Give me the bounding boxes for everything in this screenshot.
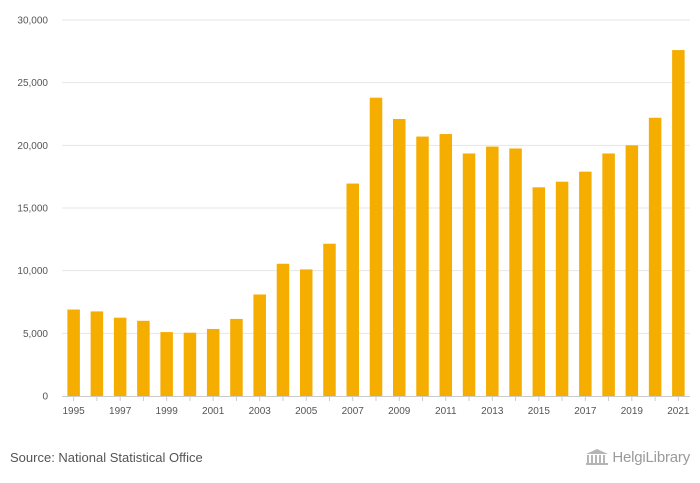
bar <box>299 269 313 396</box>
bar <box>90 311 104 396</box>
y-tick-label: 30,000 <box>17 16 48 27</box>
x-tick-label: 2015 <box>528 406 551 417</box>
bar <box>393 119 406 396</box>
bar <box>486 146 499 396</box>
x-tick-label: 2001 <box>202 406 225 417</box>
bar <box>369 97 383 396</box>
x-tick-label: 2011 <box>435 406 457 417</box>
bar <box>253 294 266 396</box>
x-tick-label: 1995 <box>63 406 86 417</box>
x-tick-label: 2005 <box>295 406 318 417</box>
bar <box>462 153 476 396</box>
y-tick-label: 25,000 <box>17 78 48 89</box>
bar <box>625 145 639 396</box>
x-tick-label: 1999 <box>156 406 179 417</box>
y-tick-label: 15,000 <box>17 204 48 215</box>
x-tick-label: 2009 <box>388 406 411 417</box>
bars <box>67 50 685 397</box>
brand-name: HelgiLibrary <box>612 448 690 466</box>
bar <box>416 136 429 396</box>
bar <box>532 187 546 396</box>
x-tick-label: 2019 <box>621 406 644 417</box>
bar <box>206 328 220 396</box>
x-tick-label: 1997 <box>109 406 132 417</box>
y-axis: 0 5,000 10,000 15,000 20,000 25,000 30,000 <box>17 16 48 403</box>
bar <box>648 117 662 396</box>
source-note: Source: National Statistical Office <box>10 450 203 465</box>
bar <box>276 263 290 396</box>
bar <box>160 332 173 396</box>
bar <box>323 243 336 396</box>
bar <box>555 181 569 396</box>
y-tick-label: 5,000 <box>23 329 48 340</box>
y-tick-label: 20,000 <box>17 141 48 152</box>
bar <box>602 153 615 396</box>
x-tick-label: 2017 <box>574 406 597 417</box>
x-tick-label: 2013 <box>481 406 504 417</box>
x-axis: 1995 1997 1999 2001 2003 2005 2007 2009 2011 2013… <box>62 396 690 417</box>
bar <box>183 332 197 396</box>
bar <box>67 309 80 396</box>
y-tick-label: 0 <box>42 392 48 403</box>
bar <box>509 148 522 396</box>
bar <box>672 50 685 397</box>
bar <box>137 320 150 396</box>
x-tick-label: 2007 <box>342 406 365 417</box>
x-tick-label: 2021 <box>667 406 690 417</box>
bar <box>230 318 243 396</box>
y-tick-label: 10,000 <box>17 266 48 277</box>
x-tick-label: 2003 <box>249 406 272 417</box>
bar <box>346 183 359 396</box>
bar <box>113 317 127 396</box>
bar <box>439 134 453 396</box>
bar <box>579 171 592 396</box>
brand-logo: HelgiLibrary <box>585 448 690 466</box>
bar-chart: 0 5,000 10,000 15,000 20,000 25,000 30,000 199… <box>17 16 690 417</box>
library-building-icon <box>586 449 609 465</box>
